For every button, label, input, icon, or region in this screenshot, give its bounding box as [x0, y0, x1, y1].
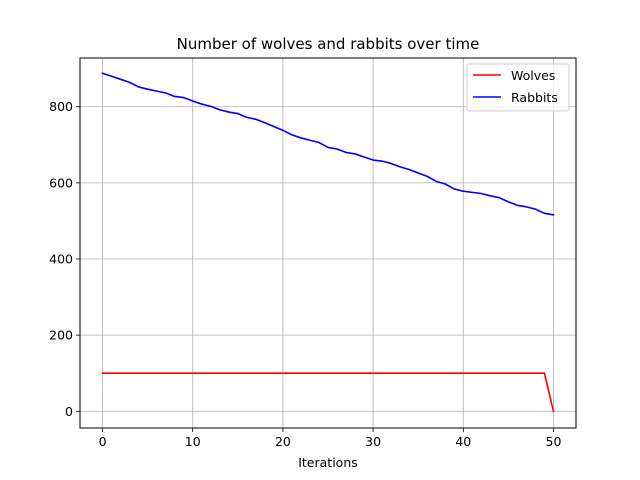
x-tick-label: 50	[546, 434, 562, 449]
chart-title: Number of wolves and rabbits over time	[177, 35, 480, 53]
x-tick-label: 30	[365, 434, 381, 449]
x-tick-label: 40	[455, 434, 471, 449]
axis-ticks: 0 10 20 30 40 50 0 200 400 600 800	[49, 99, 561, 449]
plot-frame	[79, 57, 577, 429]
y-tick-label: 200	[49, 328, 73, 343]
legend-label-rabbits: Rabbits	[511, 90, 558, 105]
y-tick-label: 400	[49, 251, 73, 266]
legend-label-wolves: Wolves	[511, 68, 555, 83]
series-line-rabbits	[101, 72, 555, 216]
x-tick-label: 10	[185, 434, 201, 449]
x-tick-label: 0	[99, 434, 107, 449]
series-layer	[101, 72, 555, 413]
y-tick-label: 0	[65, 404, 73, 419]
x-tick-label: 20	[275, 434, 291, 449]
x-axis-label: Iterations	[298, 455, 358, 470]
y-tick-label: 600	[49, 175, 73, 190]
legend: Wolves Rabbits	[466, 63, 570, 112]
series-line-wolves	[101, 372, 555, 413]
y-tick-label: 800	[49, 99, 73, 114]
